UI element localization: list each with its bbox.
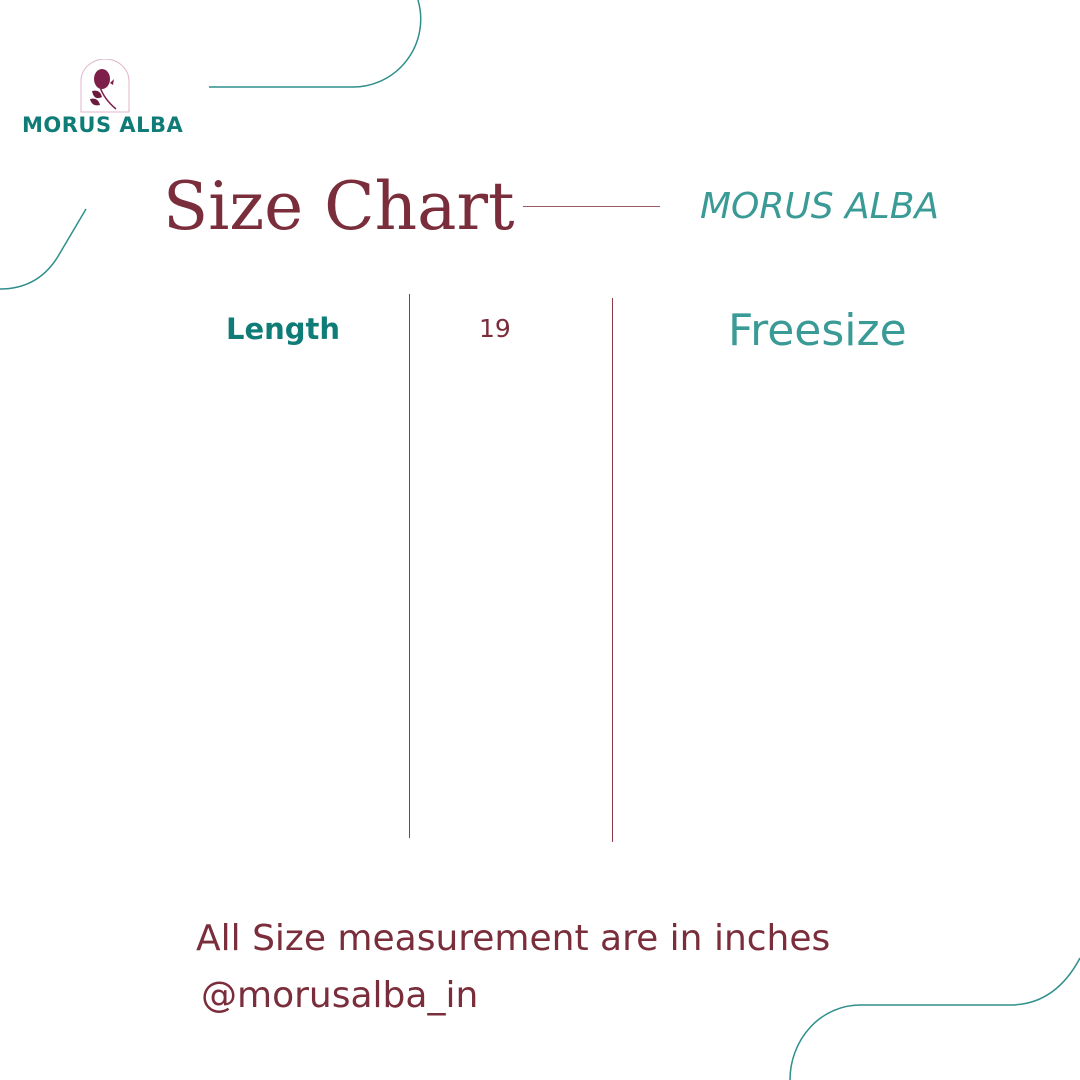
size-label: Freesize [728, 305, 907, 356]
column-divider [612, 298, 613, 842]
logo-icon [80, 59, 130, 113]
brand-subtitle: MORUS ALBA [700, 186, 940, 227]
measurement-note: All Size measurement are in inches [196, 918, 831, 959]
brand-name: MORUS ALBA [22, 113, 184, 137]
social-handle: @morusalba_in [201, 975, 479, 1016]
column-divider [409, 294, 410, 838]
title-divider [523, 206, 660, 207]
row-label-length: Length [226, 312, 341, 346]
page-title: Size Chart [163, 168, 515, 245]
length-value: 19 [479, 314, 511, 343]
